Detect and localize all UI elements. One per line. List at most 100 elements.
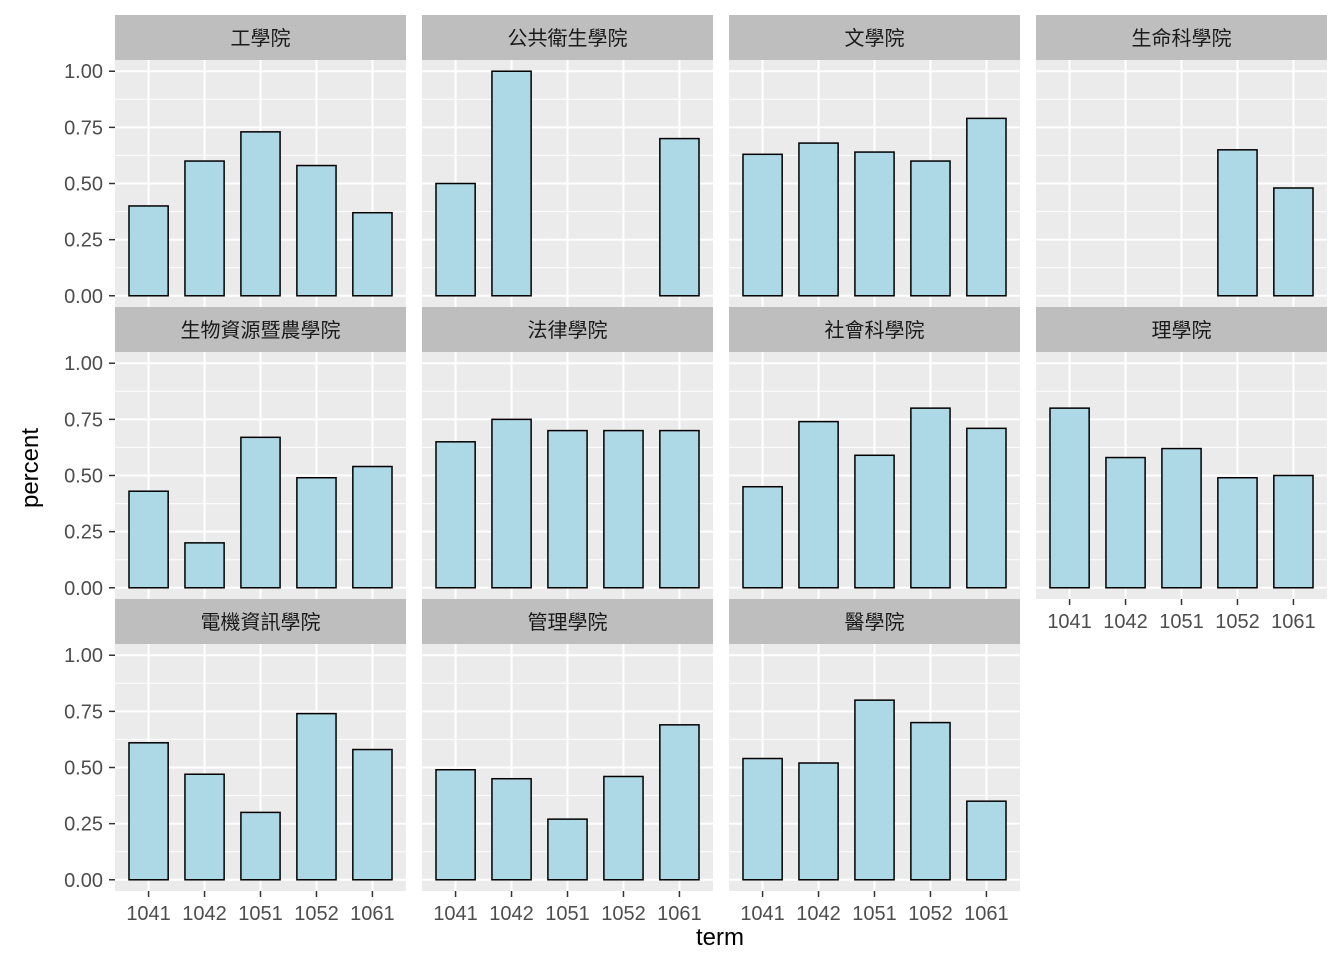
bar: [603, 775, 644, 881]
facet-strip-label: 生物資源暨農學院: [181, 318, 341, 342]
x-tick-label: 1041: [126, 903, 171, 925]
facet-strip: [729, 15, 1020, 60]
y-tick-label: 1.00: [64, 353, 103, 375]
facet-strip: [422, 15, 713, 60]
bar: [659, 429, 700, 589]
bar: [910, 721, 951, 881]
bar: [184, 773, 225, 881]
bar: [1273, 187, 1314, 297]
bar: [128, 742, 169, 881]
x-tick-label: 1042: [796, 903, 841, 925]
x-tick-label: 1052: [1215, 611, 1260, 633]
facet-panel: 文學院: [729, 15, 1020, 307]
facet-panel: 理學院 1041 1042 1051 1052 1061: [1036, 307, 1327, 633]
x-tick-label: 1061: [657, 903, 702, 925]
y-tick-label: 0.50: [64, 758, 103, 780]
x-tick-label: 1041: [740, 903, 785, 925]
bar: [240, 436, 281, 589]
bar: [798, 762, 839, 881]
bar: [798, 420, 839, 589]
y-tick-label: 0.25: [64, 522, 103, 544]
bar: [240, 811, 281, 881]
facet-strip-label: 電機資訊學院: [201, 610, 321, 634]
facet-strip-label: 公共衛生學院: [508, 26, 628, 50]
y-tick-label: 0.00: [64, 870, 103, 892]
facet-strip: [115, 599, 406, 644]
x-tick-label: 1042: [1103, 611, 1148, 633]
bar: [966, 117, 1007, 297]
bar: [184, 542, 225, 589]
x-tick-label: 1041: [433, 903, 478, 925]
bar: [435, 768, 476, 881]
bar: [128, 205, 169, 297]
bar: [659, 724, 700, 881]
bar: [1105, 456, 1146, 589]
bar: [659, 137, 700, 297]
bar: [491, 777, 532, 881]
x-tick-label: 1051: [1159, 611, 1204, 633]
bar: [742, 153, 783, 297]
x-tick-label: 1061: [1271, 611, 1316, 633]
bar: [603, 429, 644, 589]
bar: [742, 757, 783, 881]
y-tick-label: 0.50: [64, 466, 103, 488]
bar: [1273, 474, 1314, 589]
facet-strip-label: 文學院: [845, 26, 905, 50]
bar: [1161, 447, 1202, 589]
bar: [1217, 149, 1258, 297]
bar: [491, 418, 532, 589]
x-tick-label: 1061: [964, 903, 1009, 925]
bar: [352, 748, 393, 881]
bar: [798, 142, 839, 297]
x-tick-label: 1042: [182, 903, 227, 925]
bar: [966, 800, 1007, 881]
bar: [966, 427, 1007, 589]
facet-strip: [729, 599, 1020, 644]
y-axis-title: percent: [17, 428, 44, 508]
facet-panel: 管理學院 1041 1042 1051 1052 1061: [422, 599, 713, 925]
y-tick-label: 1.00: [64, 61, 103, 83]
facet-strip: [1036, 307, 1327, 352]
y-tick-label: 0.50: [64, 174, 103, 196]
bar: [547, 818, 588, 881]
bar: [491, 70, 532, 297]
x-tick-label: 1052: [601, 903, 646, 925]
bar: [547, 429, 588, 589]
bar: [435, 182, 476, 297]
facet-strip-label: 管理學院: [528, 610, 608, 634]
x-tick-label: 1041: [1047, 611, 1092, 633]
facet-strip-label: 生命科學院: [1132, 26, 1232, 50]
y-tick-label: 0.25: [64, 230, 103, 252]
facet-panel: 社會科學院: [729, 307, 1020, 599]
y-tick-label: 0.75: [64, 409, 103, 431]
y-tick-label: 1.00: [64, 645, 103, 667]
facet-panel: 工學院 0.00 0.25 0.50 0.75 1.00: [64, 15, 406, 308]
x-tick-label: 1052: [294, 903, 339, 925]
x-tick-label: 1051: [852, 903, 897, 925]
bar: [854, 454, 895, 589]
bar: [435, 441, 476, 589]
facet-strip: [1036, 15, 1327, 60]
x-tick-label: 1051: [238, 903, 283, 925]
bar: [910, 407, 951, 589]
facet-strip-label: 理學院: [1152, 318, 1212, 342]
y-tick-label: 0.00: [64, 578, 103, 600]
x-axis-title: term: [696, 924, 744, 951]
facet-strip-label: 醫學院: [845, 610, 905, 634]
facet-strip: [115, 307, 406, 352]
facet-panel: 法律學院: [422, 307, 713, 599]
facet-panel: 公共衛生學院: [422, 15, 713, 307]
bar: [910, 160, 951, 297]
y-tick-label: 0.75: [64, 117, 103, 139]
bar: [1049, 407, 1090, 589]
y-tick-label: 0.25: [64, 814, 103, 836]
facet-strip: [422, 599, 713, 644]
facet-strip-label: 工學院: [231, 26, 291, 50]
bar: [184, 160, 225, 297]
facet-panel: 醫學院 1041 1042 1051 1052 1061: [729, 599, 1020, 925]
bar: [1217, 476, 1258, 589]
bar: [742, 485, 783, 589]
bar: [296, 712, 337, 881]
x-tick-label: 1042: [489, 903, 534, 925]
